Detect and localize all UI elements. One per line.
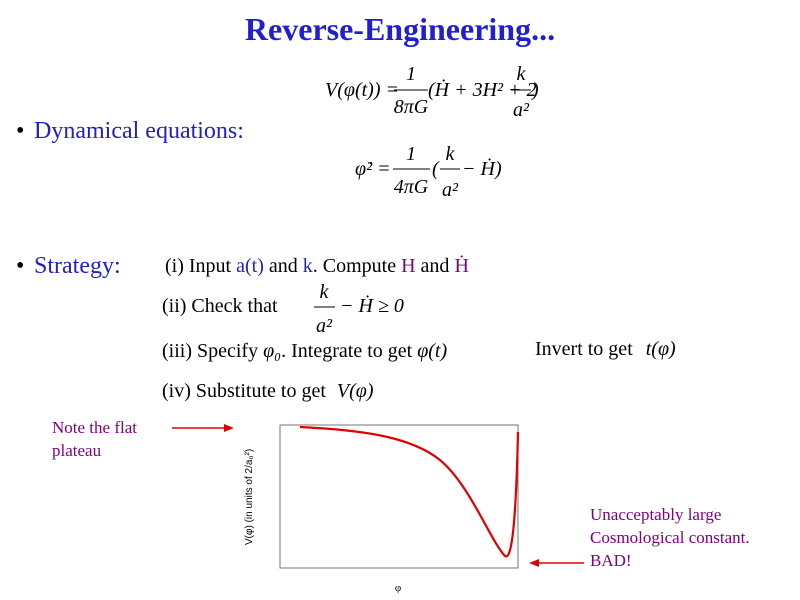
eq-text: a² [316,315,333,337]
eq-text: 1 [406,63,416,85]
note-text: Unacceptably large [590,505,721,524]
step-text: V(φ) [337,380,374,402]
step-text: and [264,255,303,277]
step-text: φ(t) [417,340,447,362]
step-text: and [416,255,455,277]
arrowhead [529,559,539,567]
step: (iv) Substitute to get V(φ) [162,380,374,402]
eq-text: ( [432,158,440,180]
eq-text: a² [513,99,530,121]
bullet: • [16,253,24,279]
note-text: Cosmological constant. [590,528,750,547]
bullet-text: Strategy: [34,253,121,279]
y-axis-label: V(φ) (in units of 2/a₀²) [244,449,255,545]
step-text: φ₀ [263,340,281,362]
eq-text: k [320,281,330,303]
step-text: a(t) [236,255,264,277]
equation-potential: V(φ(t)) = 1 8πG (Ḣ + 3H² + 2 k a² ) [325,63,539,121]
step-text: t(φ) [646,338,676,360]
bullet: • [16,118,24,144]
step-text: Invert to get [535,338,638,360]
note-text: BAD! [590,551,632,570]
step-text: k [303,255,313,277]
arrowhead [224,424,234,432]
step-text: (iii) Specify [162,340,263,362]
eq-text: (Ḣ + 3H² + 2 [428,78,537,101]
eq-text: V(φ(t)) = [325,79,399,101]
step-text: Ḣ [454,254,468,277]
title: Reverse-Engineering... [245,11,555,47]
step-text: . Compute [313,255,401,277]
plot: V(φ) (in units of 2/a₀²) φ [244,424,520,594]
step-text: . Integrate to get [281,340,417,362]
eq-text: 1 [406,143,416,165]
eq-text: − Ḣ ≥ 0 [340,294,404,317]
step: (ii) Check that [162,295,278,317]
step: (i) Input a(t) and k. Compute H and Ḣ [165,254,469,277]
note-text: Note the flat [52,418,137,437]
eq-text: a² [442,179,459,201]
step: Invert to get t(φ) [535,338,676,360]
step-text: (i) Input [165,255,236,277]
bullet-text: Dynamical equations: [34,118,244,144]
plot-frame [279,424,519,569]
x-axis-label: φ [395,582,401,594]
eq-text: k [517,63,527,85]
step: (iii) Specify φ₀. Integrate to get φ(t) [162,340,447,362]
eq-text: φ̇² = [355,158,391,180]
equation-kinetic: φ̇² = 1 4πG ( k a² − Ḣ) [355,143,502,201]
note-text: plateau [52,441,102,460]
step-text: (iv) Substitute to get [162,380,331,402]
eq-text: 4πG [394,176,429,198]
step-text: H [401,255,415,277]
curve [299,425,520,558]
eq-text: − Ḣ) [462,157,502,180]
eq-text: k [446,143,456,165]
eq-text: ) [531,79,539,101]
eq-text: 8πG [394,96,429,118]
